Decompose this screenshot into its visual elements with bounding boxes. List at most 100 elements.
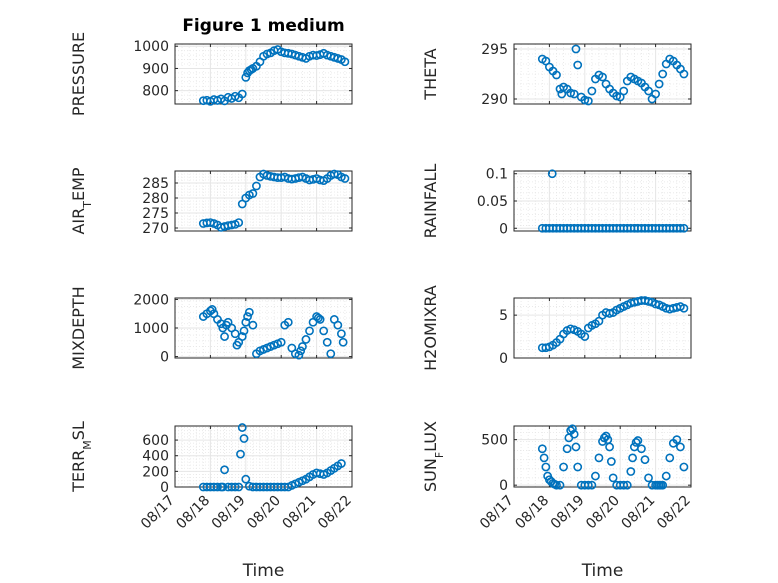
data-point xyxy=(626,467,636,476)
data-point xyxy=(651,89,660,99)
y-axis-label-sub: F xyxy=(433,452,446,458)
y-tick-label: 500 xyxy=(481,433,508,449)
data-point xyxy=(301,335,311,344)
data-point xyxy=(305,326,314,336)
data-point xyxy=(583,480,593,490)
data-point xyxy=(571,442,581,452)
data-point xyxy=(675,442,685,452)
y-tick-label: 800 xyxy=(142,84,169,100)
y-tick-label: 295 xyxy=(481,42,508,58)
data-point xyxy=(248,320,258,330)
data-point xyxy=(661,471,671,481)
y-axis-label: H2OMIXRA xyxy=(421,285,440,371)
data-point xyxy=(605,442,614,452)
data-point xyxy=(237,332,247,341)
data-point xyxy=(541,462,551,472)
y-tick-label: 280 xyxy=(142,191,169,207)
data-point xyxy=(644,473,653,483)
data-point xyxy=(230,482,240,492)
data-point xyxy=(622,480,632,490)
y-axis-label: AIRTEMP xyxy=(69,167,94,234)
data-point xyxy=(296,346,306,356)
y-axis-label-main: TERR xyxy=(69,450,88,493)
data-point xyxy=(672,435,682,445)
data-point xyxy=(631,437,641,447)
y-tick-label: 0 xyxy=(160,350,169,366)
data-point xyxy=(241,72,251,82)
y-tick-label: 400 xyxy=(142,449,169,465)
axes-box xyxy=(513,297,692,359)
data-point xyxy=(241,317,251,327)
x-axis-label: Time xyxy=(581,561,624,581)
data-point xyxy=(537,444,547,454)
data-point xyxy=(213,482,222,492)
data-point xyxy=(322,337,332,347)
data-point xyxy=(236,449,245,459)
data-point xyxy=(568,424,577,434)
data-point xyxy=(605,309,614,318)
y-axis-label-sub: M xyxy=(81,440,94,450)
data-point xyxy=(552,70,561,80)
y-tick-label: 270 xyxy=(142,221,169,237)
y-tick-label: 1000 xyxy=(133,39,169,55)
data-point xyxy=(333,320,343,330)
y-tick-label: 0.05 xyxy=(477,194,508,210)
data-point xyxy=(326,349,336,359)
data-point xyxy=(552,480,561,490)
y-axis-label: TERRMSL xyxy=(69,421,94,493)
data-point xyxy=(283,317,293,327)
data-point xyxy=(658,69,668,79)
data-point xyxy=(562,444,572,454)
subplot-2: 290 295 THETA xyxy=(421,42,692,108)
data-point xyxy=(675,223,685,233)
data-point xyxy=(340,57,350,67)
data-point xyxy=(580,332,590,341)
data-point xyxy=(619,480,629,490)
y-tick-label: 600 xyxy=(142,433,169,449)
data-point xyxy=(598,72,607,82)
data-point xyxy=(298,342,307,351)
figure-title: Figure 1 medium xyxy=(182,16,344,36)
data-point xyxy=(573,60,583,70)
y-axis-label-main: AIR xyxy=(69,208,88,235)
data-point xyxy=(658,480,668,490)
data-point xyxy=(559,462,568,472)
data-point xyxy=(241,474,251,484)
subplot-4: 0 0.05 0.1 RAINFALL xyxy=(421,164,692,239)
y-tick-label: 0 xyxy=(499,351,508,367)
data-point xyxy=(220,332,229,341)
data-point xyxy=(237,89,247,99)
data-point xyxy=(315,315,325,324)
subplot-1: 800 900 1000 PRESSURE Figure 1 medium xyxy=(69,16,353,116)
data-point xyxy=(679,69,689,79)
data-point xyxy=(239,326,249,336)
data-point xyxy=(628,453,637,463)
data-point xyxy=(679,303,689,313)
data-point xyxy=(276,337,286,347)
y-tick-label: 1000 xyxy=(133,321,169,337)
data-point xyxy=(587,86,597,96)
data-point xyxy=(594,453,604,463)
data-point xyxy=(340,174,350,183)
data-point xyxy=(555,480,565,490)
data-point xyxy=(583,96,593,106)
y-tick-label: 0 xyxy=(160,480,169,496)
y-axis-label-rest: SL xyxy=(69,421,88,440)
y-axis-label: THETA xyxy=(421,48,440,100)
data-point xyxy=(234,482,244,492)
data-point xyxy=(573,462,583,472)
data-point xyxy=(637,444,646,454)
data-point xyxy=(252,181,261,191)
subplot-5: 0 1000 2000 MIXDEPTH xyxy=(69,286,353,370)
data-point xyxy=(336,459,346,468)
data-point xyxy=(679,462,689,472)
data-point xyxy=(571,44,581,54)
y-axis-label: RAINFALL xyxy=(421,164,440,239)
data-point xyxy=(679,223,689,233)
data-point xyxy=(633,436,643,445)
data-point xyxy=(606,457,616,466)
data-point xyxy=(644,86,653,96)
subplot-6: 0 5 H2OMIXRA xyxy=(421,285,692,371)
y-axis-label: MIXDEPTH xyxy=(69,286,88,369)
